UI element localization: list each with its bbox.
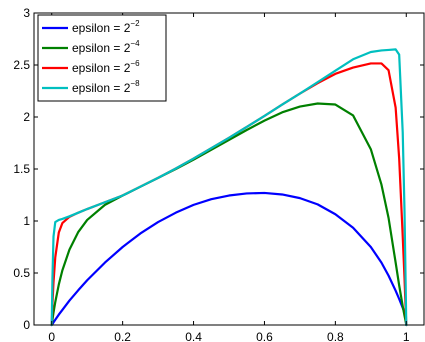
x-tick-label: 0.8 [327, 330, 344, 342]
legend-label: epsilon = 2−2 [72, 19, 140, 35]
x-tick-label: 0.2 [114, 330, 131, 342]
y-tick-label: 1.5 [13, 162, 30, 176]
y-tick-label: 2 [23, 110, 30, 124]
legend-label: epsilon = 2−6 [72, 59, 140, 75]
x-tick-label: 0.6 [256, 330, 273, 342]
y-tick-label: 0 [23, 318, 30, 332]
y-tick-label: 1 [23, 214, 30, 228]
y-tick-label: 2.5 [13, 58, 30, 72]
legend-box [37, 14, 167, 102]
y-tick-label: 0.5 [13, 266, 30, 280]
x-tick-label: 0.4 [185, 330, 202, 342]
x-tick-label: 1 [403, 330, 410, 342]
y-tick-label: 3 [23, 6, 30, 20]
x-tick-label: 0 [48, 330, 55, 342]
legend-label: epsilon = 2−8 [72, 79, 140, 95]
series-line-4 [50, 48, 408, 327]
series-line-1 [50, 191, 408, 327]
series-layer [50, 48, 408, 327]
legend-label: epsilon = 2−4 [72, 39, 140, 55]
legend: epsilon = 2−2 epsilon = 2−4 epsilon = 2−6 e… [37, 14, 167, 102]
axis-layer: 0 0.2 0.4 0.6 0.8 1 0 0.5 1 1.5 2 2.5 3 [13, 6, 424, 342]
series-line-2 [50, 102, 408, 327]
